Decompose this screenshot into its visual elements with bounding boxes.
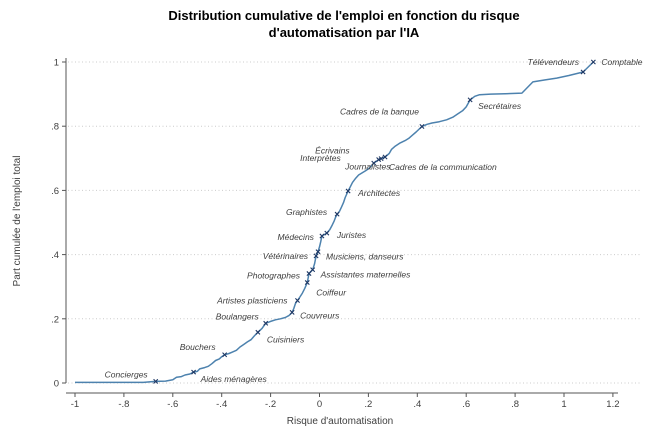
occupation-label: Photographes	[247, 271, 301, 281]
x-axis: -1 -.8 -.6 -.4 -.2 0 .2 .4 .6 .8 1 1.2	[66, 392, 620, 410]
x-axis-title: Risque d'automatisation	[287, 416, 393, 427]
data-point-marker	[289, 309, 295, 315]
occupation-label: Musiciens, danseurs	[326, 252, 404, 262]
y-tick-label: .4	[51, 250, 59, 261]
occupation-label: Assistantes maternelles	[320, 270, 412, 280]
data-point-marker	[345, 188, 351, 194]
occupation-label: Secrétaires	[478, 101, 522, 111]
occupation-label: Cuisiniers	[267, 334, 305, 344]
data-point-marker	[334, 211, 340, 217]
data-point-marker	[263, 320, 269, 326]
occupation-label: Journalistes	[344, 162, 391, 172]
chart-title-line1: Distribution cumulative de l'emploi en f…	[168, 8, 519, 23]
x-tick-label: -1	[71, 399, 79, 410]
data-point-marker	[382, 154, 388, 160]
data-point-marker	[222, 352, 228, 358]
x-tick-label: -.8	[118, 399, 129, 410]
data-point-marker	[419, 124, 425, 130]
data-point-marker	[310, 267, 316, 273]
y-axis-title: Part cumulée de l'emploi total	[12, 156, 23, 287]
x-tick-label: -.2	[265, 399, 276, 410]
occupation-label: Vétérinaires	[263, 251, 309, 261]
y-tick-label: .8	[51, 122, 59, 133]
y-tick-label: .2	[51, 314, 59, 325]
data-point-marker	[255, 329, 261, 335]
occupation-label: Juristes	[336, 230, 367, 240]
data-point-markers	[153, 59, 596, 384]
occupation-label: Médecins	[278, 232, 315, 242]
occupation-label: Coiffeur	[316, 288, 347, 298]
data-point-marker	[467, 97, 473, 103]
data-point-marker	[313, 253, 319, 259]
occupation-label: Écrivains	[315, 146, 350, 156]
occupation-label: Artistes plasticiens	[216, 296, 288, 306]
occupation-label: Télévendeurs	[528, 57, 580, 67]
data-point-marker	[304, 280, 310, 286]
x-tick-label: -.6	[167, 399, 178, 410]
occupation-label: Couvreurs	[300, 310, 340, 320]
occupation-label: Bouchers	[180, 342, 217, 352]
occupation-labels: Concierges Aides ménagères Bouchers Cuisini…	[105, 57, 643, 384]
occupation-label: Boulangers	[216, 311, 260, 321]
x-tick-label: .4	[413, 399, 421, 410]
occupation-label: Interprètes	[300, 153, 341, 163]
x-tick-label: .6	[462, 399, 470, 410]
data-point-marker	[590, 59, 596, 65]
data-point-marker	[315, 249, 321, 255]
data-point-marker	[191, 369, 197, 375]
occupation-label: Architectes	[357, 188, 401, 198]
occupation-label: Cadres de la banque	[340, 107, 419, 117]
x-tick-label: .2	[364, 399, 372, 410]
data-point-marker	[371, 160, 377, 166]
gridlines	[68, 61, 640, 384]
x-tick-label: -.4	[216, 399, 227, 410]
x-tick-label: 0	[317, 399, 322, 410]
data-point-marker	[324, 230, 330, 236]
x-tick-label: 1.2	[606, 399, 619, 410]
y-tick-label: .6	[51, 186, 59, 197]
data-point-marker	[580, 69, 586, 75]
data-point-marker	[153, 378, 159, 384]
x-tick-label: 1	[561, 399, 566, 410]
chart-title-line2: d'automatisation par l'IA	[269, 25, 420, 40]
occupation-label: Concierges	[105, 369, 149, 379]
y-axis: 0 .2 .4 .6 .8 1	[51, 58, 67, 390]
data-point-marker	[378, 156, 384, 162]
y-tick-label: 1	[54, 58, 59, 69]
y-tick-label: 0	[54, 379, 59, 390]
occupation-label: Graphistes	[286, 207, 328, 217]
occupation-label: Cadres de la communication	[389, 162, 497, 172]
occupation-label: Comptable	[601, 57, 642, 67]
occupation-label: Aides ménagères	[200, 374, 268, 384]
data-point-marker	[306, 271, 312, 277]
data-point-marker	[295, 298, 300, 303]
x-tick-label: .8	[511, 399, 519, 410]
data-point-marker	[319, 233, 325, 239]
